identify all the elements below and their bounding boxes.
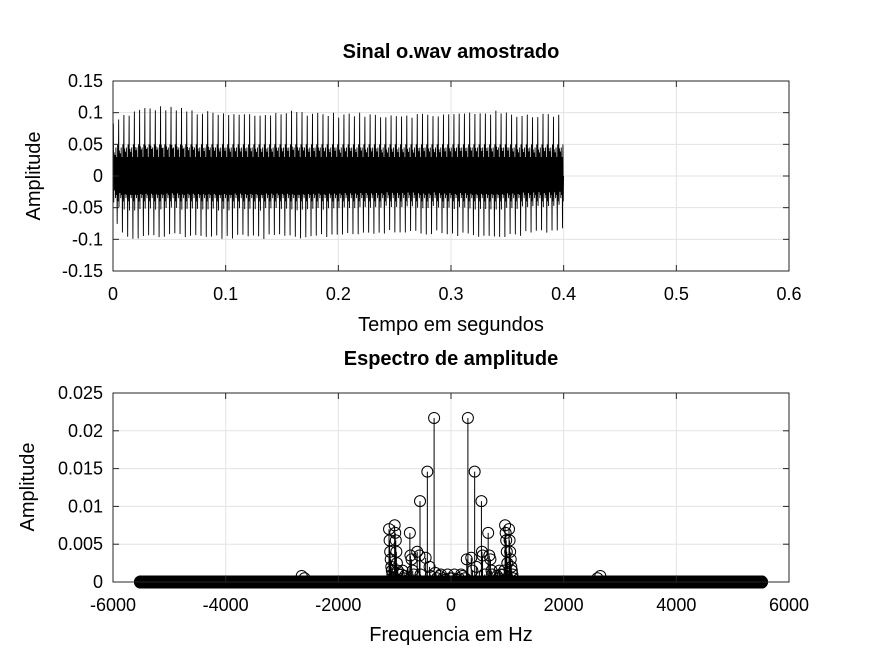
stem-marker xyxy=(504,545,517,558)
y-tick-label: 0.1 xyxy=(78,103,103,123)
x-tick-label: 0.1 xyxy=(213,284,238,304)
x-tick-label: 0.2 xyxy=(326,284,351,304)
stem-marker xyxy=(594,569,607,582)
stem-marker xyxy=(298,572,311,585)
stem-marker xyxy=(501,557,514,570)
y-axis-label: Amplitude xyxy=(23,132,45,221)
y-tick-label: 0.025 xyxy=(58,383,103,403)
y-tick-label: -0.15 xyxy=(62,261,103,281)
y-tick-label: 0 xyxy=(93,166,103,186)
y-tick-label: 0.01 xyxy=(68,496,103,516)
x-tick-label: 0 xyxy=(446,595,456,615)
stem-marker xyxy=(448,568,461,581)
y-tick-label: -0.05 xyxy=(62,198,103,218)
y-axis-label: Amplitude xyxy=(17,443,39,532)
x-tick-label: 2000 xyxy=(544,595,584,615)
chart-title: Sinal o.wav amostrado xyxy=(343,41,560,63)
stem-marker xyxy=(430,572,443,585)
y-tick-label: 0.15 xyxy=(68,71,103,91)
stem-marker xyxy=(459,572,472,585)
y-tick-label: 0.005 xyxy=(58,534,103,554)
y-tick-label: 0 xyxy=(93,572,103,592)
y-tick-label: 0.015 xyxy=(58,459,103,479)
x-tick-label: 6000 xyxy=(769,595,809,615)
stem-marker xyxy=(396,564,409,577)
chart-title: Espectro de amplitude xyxy=(344,348,559,370)
stem-marker xyxy=(475,495,488,508)
stem-marker xyxy=(506,568,519,581)
stem-marker xyxy=(503,534,516,547)
stem-marker xyxy=(413,549,426,562)
x-tick-label: 0.3 xyxy=(438,284,463,304)
spectrum-plot: -6000 -4000 -2000 0 2000 4000 6000 00.0050.010… xyxy=(17,348,809,646)
x-tick-labels: 0 0.1 0.2 0.3 0.4 0.5 0.6 xyxy=(108,284,802,304)
stem-marker xyxy=(499,526,512,539)
x-axis-label: Tempo em segundos xyxy=(358,314,544,336)
stem-marker xyxy=(441,568,454,581)
signal-series xyxy=(112,106,564,240)
stem-marker xyxy=(388,519,401,532)
stem-marker xyxy=(403,526,416,539)
tick-marks xyxy=(112,392,790,583)
y-tick-label: -0.1 xyxy=(72,229,103,249)
stem-marker xyxy=(505,564,518,577)
stem-marker xyxy=(465,551,478,564)
stem-marker xyxy=(484,553,497,566)
time-domain-plot: 0 0.1 0.2 0.3 0.4 0.5 0.6 -0.15 -0.1 -0.05 0 0.05 0… xyxy=(23,41,802,336)
tick-marks xyxy=(112,80,790,272)
stem-marker xyxy=(503,523,516,536)
stem-marker xyxy=(389,526,402,539)
stem-marker xyxy=(482,526,495,539)
x-tick-label: 0.5 xyxy=(664,284,689,304)
x-tick-labels: -6000 -4000 -2000 0 2000 4000 6000 xyxy=(90,595,809,615)
stem-marker xyxy=(414,495,427,508)
stem-marker xyxy=(411,545,424,558)
stem-marker xyxy=(390,545,403,558)
stem-marker xyxy=(295,569,308,582)
stem-marker xyxy=(421,465,434,478)
stem-marker xyxy=(414,568,427,581)
stem-marker xyxy=(591,572,604,585)
y-tick-labels: 0 0.005 0.01 0.015 0.02 0.025 xyxy=(58,383,103,592)
x-tick-label: -2000 xyxy=(315,595,361,615)
x-tick-label: -6000 xyxy=(90,595,136,615)
x-tick-label: 4000 xyxy=(656,595,696,615)
x-axis-label: Frequencia em Hz xyxy=(369,624,532,646)
signal-line xyxy=(112,106,564,240)
y-tick-label: 0.02 xyxy=(68,421,103,441)
stem-marker xyxy=(466,564,479,577)
stem-marker xyxy=(506,572,519,585)
stem-marker xyxy=(475,545,488,558)
y-tick-label: 0.05 xyxy=(68,134,103,154)
stem-marker xyxy=(460,553,473,566)
stem-marker xyxy=(389,534,402,547)
stem-marker xyxy=(437,572,450,585)
stem-marker xyxy=(461,411,474,424)
x-tick-label: -4000 xyxy=(203,595,249,615)
x-tick-label: 0.4 xyxy=(551,284,576,304)
x-tick-label: 0 xyxy=(108,284,118,304)
stem-marker xyxy=(505,560,518,573)
y-tick-labels: -0.15 -0.1 -0.05 0 0.05 0.1 0.15 xyxy=(62,71,103,281)
stem-marker xyxy=(468,465,481,478)
stem-marker xyxy=(452,572,465,585)
x-tick-label: 0.6 xyxy=(776,284,801,304)
stem-marker xyxy=(428,411,441,424)
stem-marker xyxy=(499,519,512,532)
